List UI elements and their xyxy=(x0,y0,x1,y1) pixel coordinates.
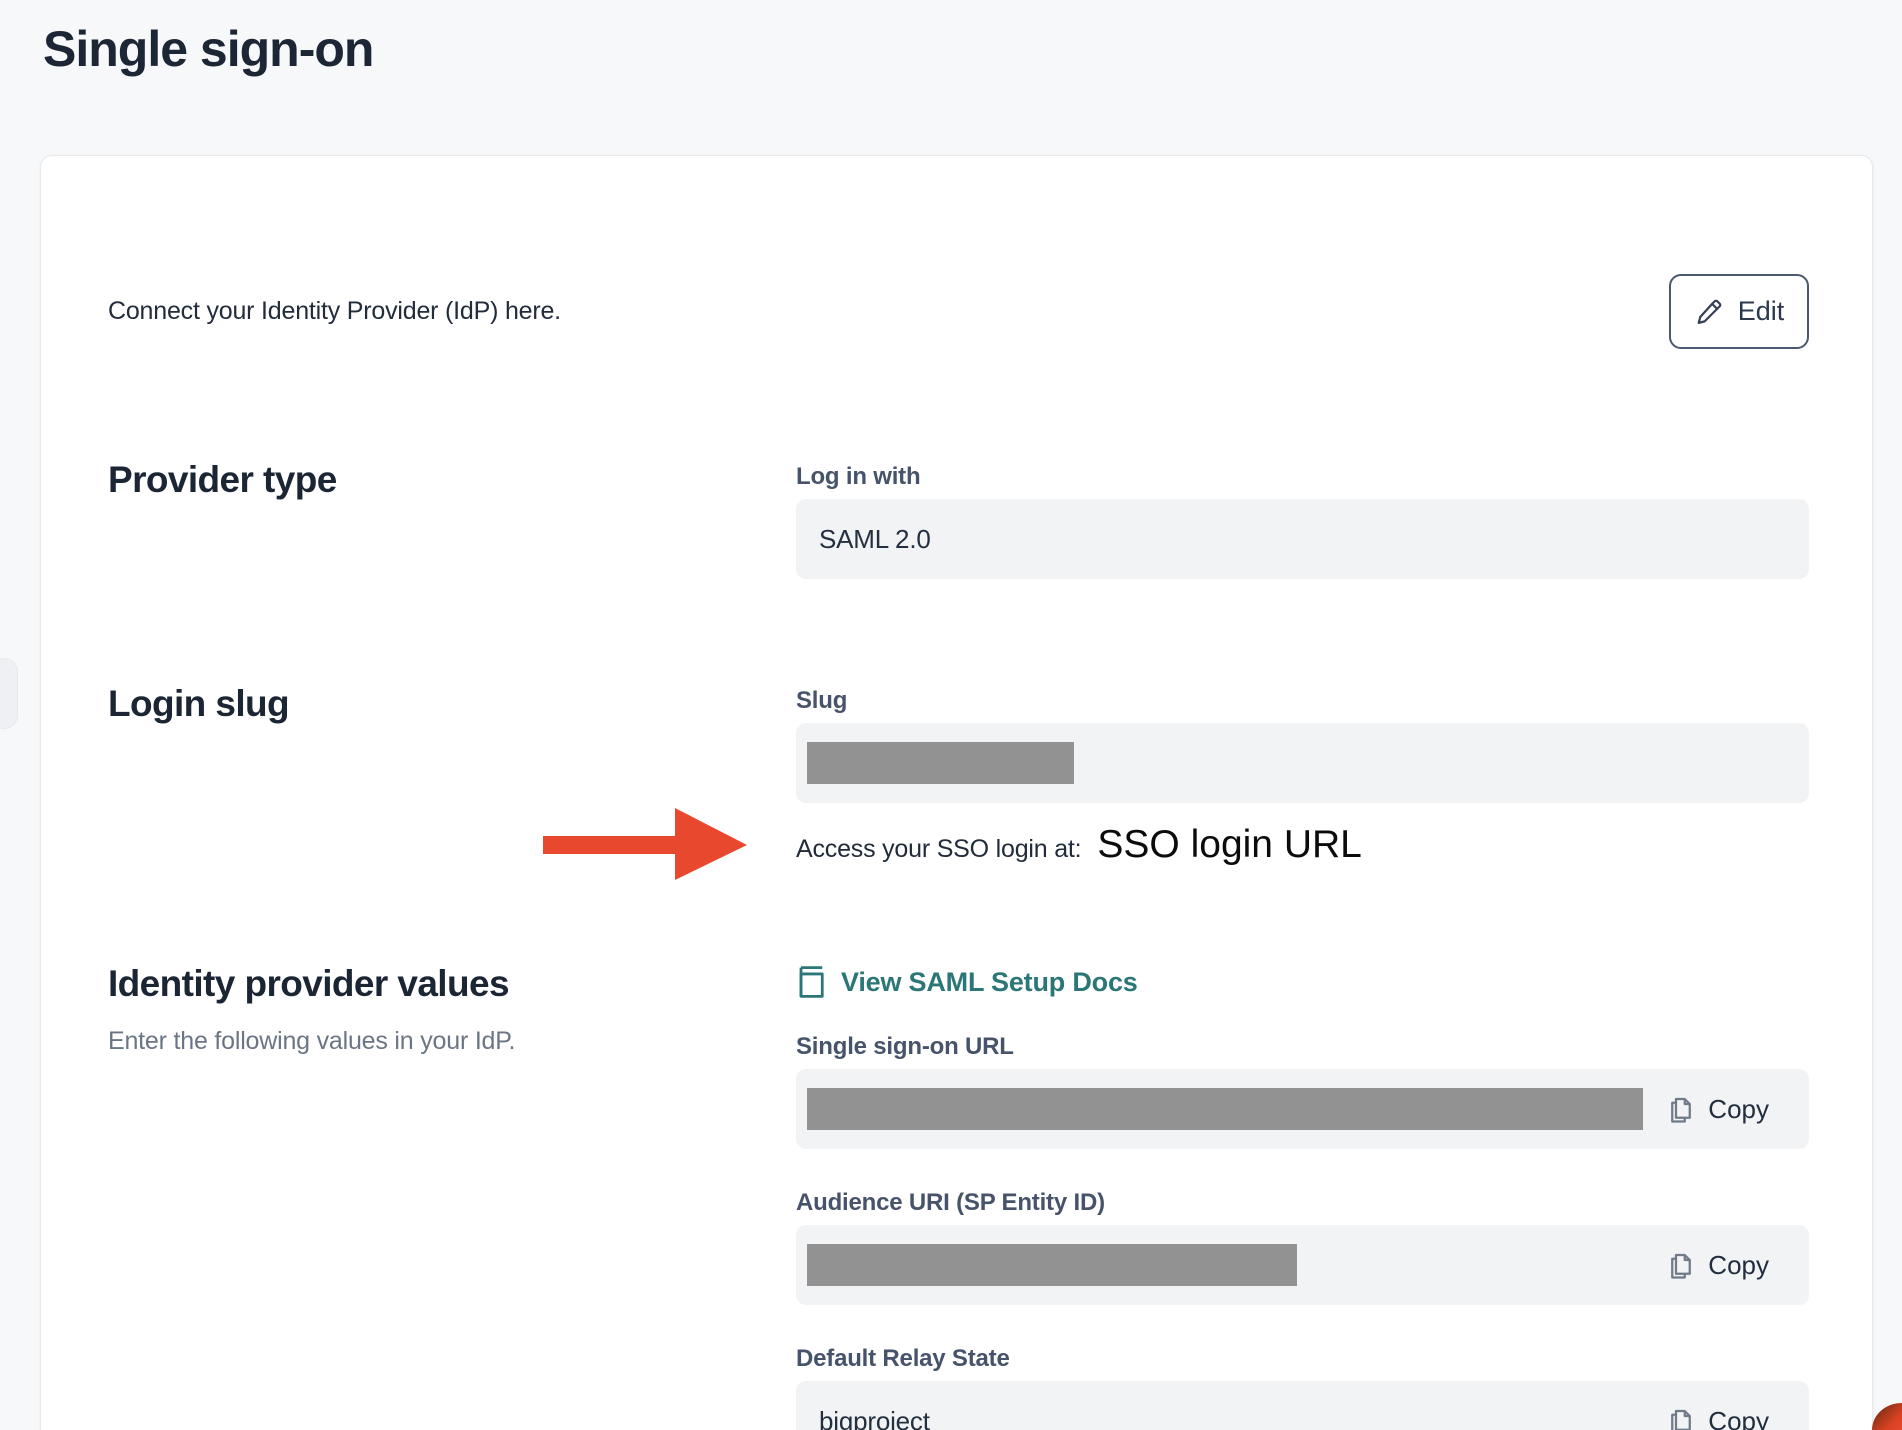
edit-button-label: Edit xyxy=(1737,296,1785,326)
slug-redacted-value xyxy=(807,742,1074,784)
relay-state-value: bigproject xyxy=(819,1405,930,1430)
section-login-slug: Login slug Slug Access your SSO login at… xyxy=(108,683,1809,867)
copy-audience-uri-button[interactable]: Copy xyxy=(1666,1250,1769,1281)
provider-type-value: SAML 2.0 xyxy=(819,523,931,554)
copy-button-label: Copy xyxy=(1708,1093,1769,1124)
sso-url-label: Single sign-on URL xyxy=(796,1033,1014,1060)
copy-icon xyxy=(1671,1253,1692,1279)
audience-uri-redacted-value xyxy=(807,1244,1297,1286)
audience-uri-group: Audience URI (SP Entity ID) Copy xyxy=(796,1189,1809,1305)
intro-text: Connect your Identity Provider (IdP) her… xyxy=(108,297,561,325)
access-login-line: Access your SSO login at: SSO login URL xyxy=(796,823,1809,867)
book-icon xyxy=(799,966,824,998)
access-login-prefix: Access your SSO login at: xyxy=(796,835,1082,863)
sso-login-url-placeholder: SSO login URL xyxy=(1097,823,1362,866)
login-slug-heading: Login slug xyxy=(108,683,290,724)
provider-type-field: SAML 2.0 xyxy=(796,499,1809,579)
audience-uri-label: Audience URI (SP Entity ID) xyxy=(796,1189,1105,1216)
slug-field xyxy=(796,723,1809,803)
sso-url-group: Single sign-on URL Copy xyxy=(796,1033,1809,1149)
sso-url-redacted-value xyxy=(807,1088,1643,1130)
slug-label: Slug xyxy=(796,687,848,714)
relay-state-label: Default Relay State xyxy=(796,1345,1010,1372)
copy-icon xyxy=(1671,1409,1692,1430)
sso-url-field: Copy xyxy=(796,1069,1809,1149)
copy-relay-state-button[interactable]: Copy xyxy=(1666,1406,1769,1430)
saml-docs-link-label: View SAML Setup Docs xyxy=(841,966,1138,997)
login-with-label: Log in with xyxy=(796,463,921,490)
provider-type-heading: Provider type xyxy=(108,459,337,500)
copy-icon xyxy=(1671,1097,1692,1123)
section-idp-values: Identity provider values Enter the follo… xyxy=(108,963,1809,1430)
idp-values-heading: Identity provider values xyxy=(108,963,510,1004)
corner-annotation-remnant xyxy=(1872,1403,1902,1430)
audience-uri-field: Copy xyxy=(796,1225,1809,1305)
page-title: Single sign-on xyxy=(43,21,374,77)
copy-sso-url-button[interactable]: Copy xyxy=(1666,1094,1769,1125)
saml-docs-link[interactable]: View SAML Setup Docs xyxy=(796,965,1138,999)
left-edge-handle[interactable] xyxy=(0,658,18,729)
edit-button[interactable]: Edit xyxy=(1669,274,1809,349)
pencil-icon xyxy=(1697,299,1722,324)
section-provider-type: Provider type Log in with SAML 2.0 xyxy=(108,459,1809,579)
sso-settings-card: Connect your Identity Provider (IdP) her… xyxy=(40,155,1873,1430)
copy-button-label: Copy xyxy=(1708,1249,1769,1280)
relay-state-field: bigproject Copy xyxy=(796,1381,1809,1430)
idp-values-subheading: Enter the following values in your IdP. xyxy=(108,1027,516,1055)
copy-button-label: Copy xyxy=(1708,1405,1769,1430)
intro-row: Connect your Identity Provider (IdP) her… xyxy=(108,274,1809,349)
relay-state-group: Default Relay State bigproject Copy xyxy=(796,1345,1809,1430)
